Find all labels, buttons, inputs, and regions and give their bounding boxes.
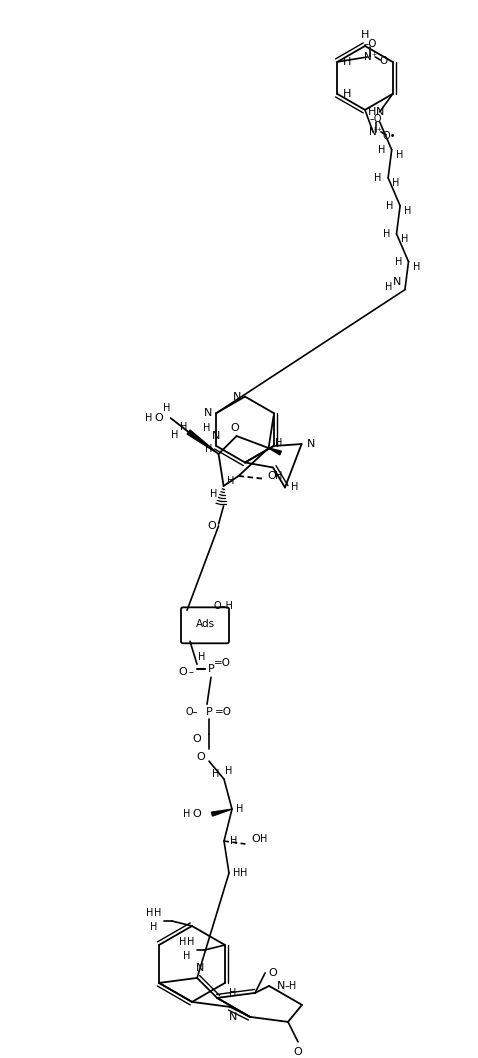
- Text: O: O: [154, 413, 163, 423]
- Text: H: H: [261, 834, 268, 844]
- Text: H: H: [404, 205, 412, 216]
- Text: H: H: [385, 281, 392, 292]
- Text: H: H: [233, 868, 241, 878]
- Text: H: H: [212, 769, 220, 779]
- Text: H: H: [395, 257, 402, 267]
- Text: H: H: [383, 229, 390, 239]
- Text: N: N: [393, 277, 401, 287]
- Text: O: O: [230, 423, 239, 433]
- Text: H: H: [205, 444, 212, 454]
- Text: H: H: [240, 868, 248, 878]
- Text: H: H: [198, 653, 206, 662]
- Text: O: O: [293, 1046, 303, 1057]
- Text: –: –: [188, 668, 194, 677]
- Text: –O: –O: [364, 39, 377, 49]
- Text: N: N: [212, 431, 221, 441]
- Text: H: H: [374, 172, 382, 183]
- Text: O: O: [193, 809, 201, 819]
- Text: N⁺: N⁺: [369, 127, 382, 136]
- Text: N: N: [306, 439, 315, 449]
- Text: H: H: [392, 178, 400, 188]
- Text: N: N: [196, 963, 204, 973]
- Text: H: H: [230, 836, 238, 846]
- Text: H: H: [368, 107, 376, 116]
- Text: H: H: [275, 438, 282, 448]
- Text: H: H: [401, 234, 408, 243]
- Text: H: H: [203, 423, 210, 433]
- Text: H: H: [291, 482, 299, 492]
- Text: H: H: [275, 471, 282, 481]
- Text: H: H: [343, 57, 351, 67]
- Text: O–H: O–H: [213, 601, 233, 612]
- Text: =O: =O: [215, 707, 231, 717]
- Text: H: H: [183, 809, 191, 819]
- Text: H: H: [146, 908, 154, 918]
- Polygon shape: [211, 809, 232, 816]
- Polygon shape: [269, 448, 282, 455]
- Text: N: N: [229, 1011, 237, 1022]
- Text: O: O: [379, 56, 387, 66]
- Text: O–: O–: [186, 707, 198, 717]
- Text: H: H: [343, 89, 351, 98]
- Text: =O: =O: [214, 658, 230, 669]
- Text: O: O: [269, 968, 277, 978]
- Text: H: H: [210, 489, 217, 499]
- Text: –H: –H: [285, 981, 297, 991]
- Text: H: H: [183, 951, 191, 961]
- Text: N: N: [277, 981, 285, 991]
- Text: H: H: [225, 766, 233, 777]
- Text: O: O: [207, 521, 216, 531]
- Text: H: H: [227, 476, 234, 486]
- Text: N: N: [233, 391, 241, 402]
- Text: Ads: Ads: [196, 619, 215, 630]
- Text: N: N: [376, 107, 384, 116]
- Text: H: H: [229, 988, 237, 998]
- Polygon shape: [187, 430, 218, 454]
- Text: H: H: [163, 403, 170, 413]
- Text: O•: O•: [382, 131, 396, 141]
- Text: H: H: [396, 150, 403, 160]
- FancyBboxPatch shape: [181, 607, 229, 643]
- Text: H: H: [187, 937, 195, 947]
- Text: O: O: [267, 471, 276, 481]
- Text: H: H: [171, 430, 178, 440]
- Text: P: P: [206, 707, 212, 717]
- Text: P: P: [207, 664, 214, 674]
- Text: H: H: [413, 261, 420, 272]
- Text: O: O: [179, 668, 187, 677]
- Text: H: H: [150, 922, 158, 932]
- Text: N⁺: N⁺: [364, 52, 377, 62]
- Text: H: H: [180, 422, 187, 432]
- Text: O: O: [251, 834, 261, 844]
- Text: H: H: [386, 201, 394, 211]
- Text: H: H: [378, 145, 385, 154]
- Text: O: O: [193, 734, 201, 744]
- Text: H: H: [361, 30, 369, 40]
- Text: N: N: [204, 408, 213, 418]
- Text: H: H: [179, 937, 186, 947]
- Text: H: H: [236, 804, 244, 814]
- Text: H: H: [145, 413, 152, 423]
- Text: H: H: [154, 908, 162, 918]
- Text: O: O: [196, 752, 206, 762]
- Text: –O: –O: [370, 114, 382, 124]
